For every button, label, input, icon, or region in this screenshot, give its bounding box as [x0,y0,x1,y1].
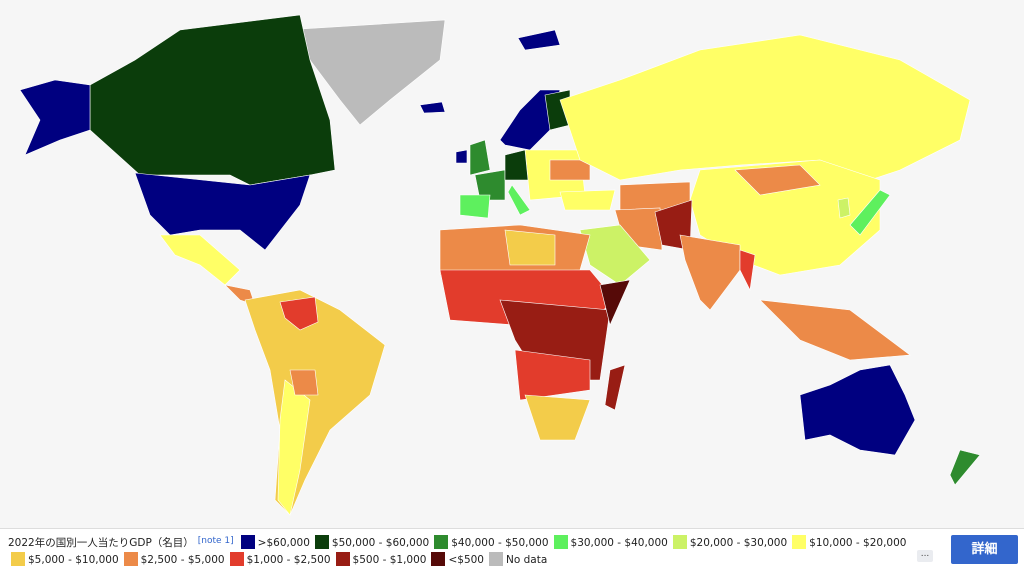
legend-label: $500 - $1,000 [352,554,427,566]
legend-item: <$500 [428,552,484,568]
legend-swatch [314,535,329,549]
turkey [559,189,616,211]
legend-item: $30,000 - $40,000 [551,535,668,552]
note-link[interactable]: [note 1] [197,536,234,546]
saudi-arabia [579,224,651,286]
legend-item: No data [486,552,547,568]
ireland [455,149,468,164]
legend-label: $2,500 - $5,000 [140,554,225,566]
ukraine [549,159,591,181]
legend-label: $10,000 - $20,000 [809,537,907,549]
new-zealand [949,449,981,486]
myanmar [739,249,756,291]
russia [559,34,971,181]
legend-item: $10,000 - $20,000 [789,535,906,552]
legend-item: $2,500 - $5,000 [121,552,225,568]
venezuela [279,296,319,331]
legend-swatch [489,552,503,566]
legend-title: 2022年の国別一人当たりGDP（名目） [8,537,194,549]
legend-item: $50,000 - $60,000 [312,535,429,552]
svalbard [517,29,561,51]
korea [837,197,851,219]
spain [459,194,491,219]
legend-label: >$60,000 [257,537,310,549]
details-button[interactable]: 詳細 [951,535,1018,564]
legend-swatch [229,552,244,566]
legend-swatch [672,535,687,549]
legend-item: $40,000 - $50,000 [431,535,549,552]
france [474,169,506,201]
legend-swatch [123,552,138,566]
legend-label: No data [506,554,548,566]
world-map [19,14,981,516]
japan [849,189,891,236]
legend-swatch [553,535,568,549]
legend-item: $1,000 - $2,500 [227,552,331,568]
uk [469,139,491,176]
iceland [419,101,446,114]
legend-label: $1,000 - $2,500 [246,554,331,566]
bolivia [289,369,319,396]
legend-swatch [792,535,807,549]
legend-label: $20,000 - $30,000 [689,537,788,549]
india [679,234,741,311]
legend-label: $50,000 - $60,000 [331,537,430,549]
germany [504,149,529,181]
madagascar [604,364,626,411]
legend-swatch [335,552,350,566]
legend-label: <$500 [448,554,484,566]
greenland [284,19,446,126]
chile-argentina [277,379,311,516]
mongolia [734,164,821,196]
legend-swatch [240,535,255,549]
legend-swatch [431,552,446,566]
legend-swatch [434,535,449,549]
libya [504,229,556,266]
australia [799,364,916,456]
south-africa [524,394,591,441]
somalia [599,279,631,326]
legend-item: >$60,000 [238,535,310,552]
legend-item: $20,000 - $30,000 [670,535,787,552]
legend-bar: 2022年の国別一人当たりGDP（名目） [note 1] >$60,000 $50,… [0,528,1024,568]
alaska [19,79,91,156]
legend-swatch [11,552,25,566]
legend: 2022年の国別一人当たりGDP（名目） [note 1] >$60,000 $50,… [8,533,913,568]
legend-label: $40,000 - $50,000 [451,537,549,549]
more-button[interactable]: ... [917,550,933,562]
southern-africa [514,349,591,401]
south-america [244,289,386,516]
legend-label: $5,000 - $10,000 [28,554,119,566]
legend-item: $5,000 - $10,000 [8,552,119,568]
italy [507,184,531,216]
mexico [159,234,241,286]
canada [89,14,336,186]
southeast-asia [759,299,911,361]
legend-item: $500 - $1,000 [333,552,427,568]
legend-label: $30,000 - $40,000 [570,537,668,549]
usa [134,172,311,251]
